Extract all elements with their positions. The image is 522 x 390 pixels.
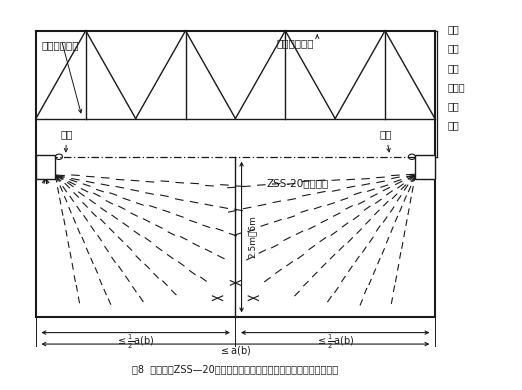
Text: 燃物时: 燃物时 [448, 82, 465, 92]
Text: $\leq$a(b): $\leq$a(b) [219, 344, 252, 358]
Text: 水管: 水管 [379, 129, 392, 152]
Text: 以上: 以上 [448, 25, 459, 34]
Text: 空间: 空间 [448, 44, 459, 53]
Bar [416, 155, 435, 179]
Text: 2.5m～6m: 2.5m～6m [248, 216, 257, 259]
Text: 图8  标准型（ZSS—20）自动扫描射水灭火装置边墙式安装及射水示意: 图8 标准型（ZSS—20）自动扫描射水灭火装置边墙式安装及射水示意 [133, 365, 338, 375]
Text: ZSS-20灭火装置: ZSS-20灭火装置 [266, 179, 328, 188]
Text: 楼板（屋面）: 楼板（屋面） [276, 38, 314, 48]
Text: $\leq\frac{1}{2}$a(b): $\leq\frac{1}{2}$a(b) [116, 333, 155, 351]
Text: 高度: 高度 [448, 101, 459, 111]
Text: 不限: 不限 [448, 120, 459, 130]
Text: $\leq\frac{1}{2}$a(b): $\leq\frac{1}{2}$a(b) [316, 333, 354, 351]
Text: 天花（梁底）: 天花（梁底） [41, 40, 78, 50]
Text: 无可: 无可 [448, 63, 459, 73]
Text: 水管: 水管 [61, 129, 73, 152]
Bar [36, 155, 55, 179]
